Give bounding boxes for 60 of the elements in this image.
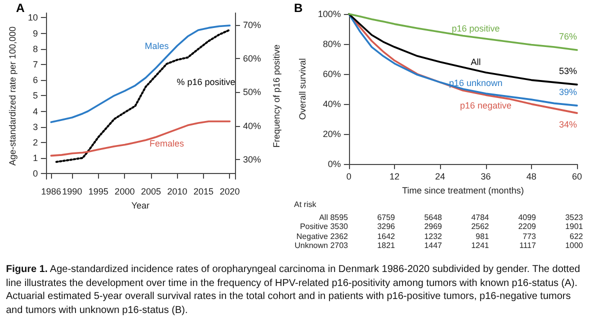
y-axis-title: Overall survival	[298, 58, 308, 120]
y-tick-label: 6	[32, 75, 38, 86]
y-tick-label: 7	[32, 59, 38, 70]
y2-tick-label: 60%	[243, 53, 262, 64]
y-tick-label: 5	[32, 90, 38, 101]
y-tick-label: 100%	[318, 9, 341, 19]
data-label: 76%	[558, 32, 577, 42]
y2-tick-label: 70%	[243, 20, 262, 30]
x-tick-label: 2010	[167, 186, 188, 197]
x-tick-label: 2005	[140, 186, 161, 197]
x-tick-label: 12	[390, 172, 400, 182]
series-label: p16 positive	[452, 23, 500, 34]
y-tick-label: 80%	[322, 39, 341, 50]
text: Unknown 2703 1821 1447 1241 1117 1000	[294, 241, 583, 250]
y-tick-label: 0%	[328, 159, 341, 170]
x-tick-label: 2015	[193, 186, 214, 197]
text: At risk	[294, 200, 316, 209]
data-label: 39%	[558, 87, 577, 98]
y-tick-label: 3	[32, 122, 38, 132]
caption: Figure 1. Age-standardized incidence rates of oropharyngeal carcinoma in Denmark 1986-2020 subdivided by gender. The dotted line illustrates the development over time in the frequency of HPV-related p16-positivity among tumors with known p16-status (A). Actuarial estimated 5-year overall survival rates in the total cohort and in patients with p16-positive tumors, p16-negative tumors and tumors with unknown p16-status (B).	[6, 263, 582, 317]
y-tick-label: 10	[28, 12, 38, 23]
x-tick-label: 2000	[114, 186, 135, 197]
chart-title: B	[294, 1, 303, 15]
x-tick-label: 1990	[62, 186, 82, 197]
line-series	[348, 13, 578, 51]
chart-title: A	[16, 1, 25, 15]
y2-axis-title: Frequency of p16 positive	[271, 44, 282, 148]
y-tick-label: 20%	[322, 129, 341, 140]
text: Negative 2362 1642 1232 981 773 622	[296, 232, 583, 240]
y-tick-label: 60%	[322, 69, 341, 80]
text: Positive 3530 3296 2969 2562 2209 1901	[300, 222, 583, 231]
y-tick-label: 1	[32, 153, 38, 164]
x-tick-label: 1986	[41, 186, 62, 197]
x-axis-title: Time since treatment (months)	[402, 186, 524, 196]
y-tick-label: 8	[32, 44, 38, 54]
x-tick-label: 48	[526, 172, 536, 182]
series-label: Males	[144, 41, 170, 52]
x-tick-label: 1995	[88, 186, 108, 197]
series-label: % p16 positive	[176, 76, 236, 87]
series-label: All	[470, 57, 481, 68]
series-label: Females	[149, 138, 184, 149]
y2-tick-label: 50%	[243, 87, 262, 98]
x-tick-label: 0	[346, 172, 352, 182]
y2-tick-label: 30%	[243, 154, 262, 165]
text: All 8595 6759 5648 4784 4099 3523	[319, 212, 583, 222]
y-tick-label: 9	[32, 28, 38, 38]
y-tick-label: 2	[32, 137, 38, 148]
data-label: 53%	[558, 66, 577, 76]
x-tick-label: 24	[435, 172, 446, 182]
y-tick-label: 40%	[322, 99, 341, 110]
x-axis-title: Year	[131, 200, 150, 210]
x-tick-label: 60	[572, 172, 582, 182]
y2-tick-label: 40%	[243, 120, 262, 131]
series-label: p16 negative	[460, 100, 512, 111]
y-tick-label: 4	[32, 106, 38, 116]
data-label: 34%	[558, 120, 577, 130]
x-tick-label: 2020	[220, 186, 240, 197]
line-series	[50, 120, 231, 157]
x-tick-label: 36	[480, 172, 491, 182]
y-axis-title: Age-standardized rate per 100,000	[8, 26, 18, 166]
